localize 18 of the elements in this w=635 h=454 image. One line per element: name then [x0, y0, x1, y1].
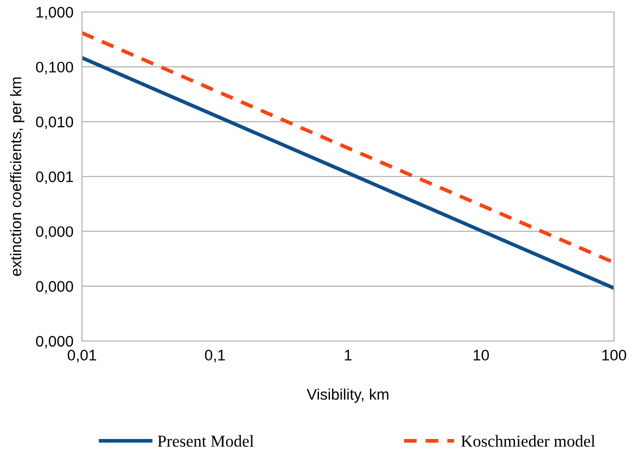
x-tick-label: 1: [344, 350, 352, 360]
legend-label: Koschmieder model: [461, 435, 596, 447]
x-tick-label: 100: [602, 350, 626, 361]
y-tick-label: 0,100: [36, 62, 74, 74]
y-tick-label: 0,000: [36, 336, 74, 348]
y-tick-label: 0,000: [36, 226, 74, 239]
y-tick-label: 0,000: [36, 281, 74, 294]
y-tick-label: 1,000: [36, 6, 74, 20]
x-tick-label: 10: [474, 350, 489, 361]
x-tick-label: 0,01: [68, 350, 96, 362]
legend-label: Present Model: [158, 435, 254, 447]
x-tick-label: 0,1: [204, 350, 225, 362]
y-tick-label: 0,010: [36, 116, 74, 130]
y-tick-label: 0,001: [36, 171, 73, 184]
y-axis-title: extinction coefficients, per km: [10, 77, 24, 276]
line-series: [82, 56, 614, 290]
x-axis-title: Visibility, km: [306, 388, 388, 403]
line-series: [82, 31, 614, 264]
